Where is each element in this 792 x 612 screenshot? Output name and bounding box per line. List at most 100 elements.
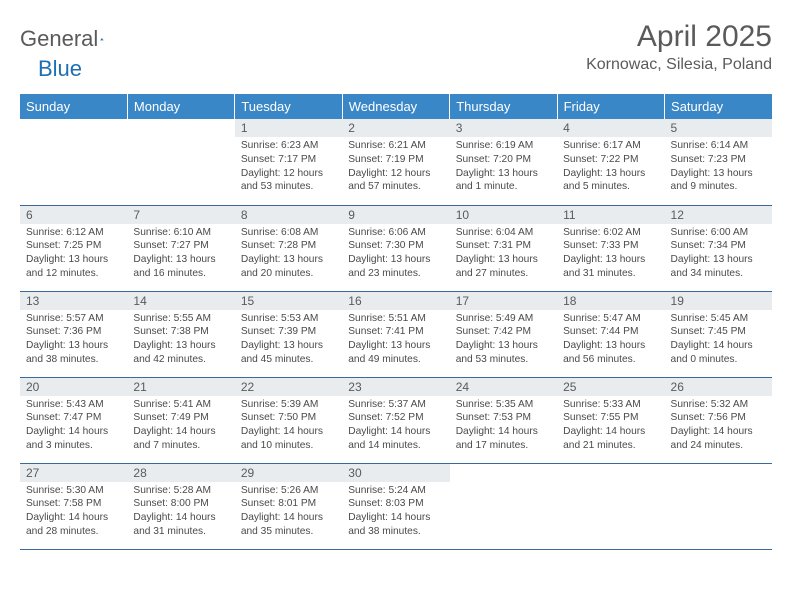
daylight-text: Daylight: 13 hours and 5 minutes.: [563, 167, 658, 195]
daylight-text: Daylight: 14 hours and 17 minutes.: [456, 425, 551, 453]
sunset-text: Sunset: 7:36 PM: [26, 325, 121, 339]
day-number: 16: [342, 292, 449, 310]
day-details: Sunrise: 5:32 AMSunset: 7:56 PMDaylight:…: [665, 396, 772, 457]
day-number: 5: [665, 119, 772, 137]
calendar-cell: 13Sunrise: 5:57 AMSunset: 7:36 PMDayligh…: [20, 291, 127, 377]
sunset-text: Sunset: 7:38 PM: [133, 325, 228, 339]
day-number: 23: [342, 378, 449, 396]
sunset-text: Sunset: 7:25 PM: [26, 239, 121, 253]
day-number: [127, 119, 234, 123]
day-details: Sunrise: 6:06 AMSunset: 7:30 PMDaylight:…: [342, 224, 449, 285]
day-number: 19: [665, 292, 772, 310]
daylight-text: Daylight: 13 hours and 42 minutes.: [133, 339, 228, 367]
day-details: Sunrise: 5:49 AMSunset: 7:42 PMDaylight:…: [450, 310, 557, 371]
calendar-row: 20Sunrise: 5:43 AMSunset: 7:47 PMDayligh…: [20, 377, 772, 463]
day-details: Sunrise: 6:10 AMSunset: 7:27 PMDaylight:…: [127, 224, 234, 285]
day-number: 26: [665, 378, 772, 396]
day-number: 15: [235, 292, 342, 310]
sunset-text: Sunset: 7:19 PM: [348, 153, 443, 167]
day-number: [557, 464, 664, 468]
sunset-text: Sunset: 7:49 PM: [133, 411, 228, 425]
day-number: 1: [235, 119, 342, 137]
day-details: Sunrise: 6:14 AMSunset: 7:23 PMDaylight:…: [665, 137, 772, 198]
day-number: 7: [127, 206, 234, 224]
day-details: Sunrise: 5:55 AMSunset: 7:38 PMDaylight:…: [127, 310, 234, 371]
day-details: Sunrise: 5:43 AMSunset: 7:47 PMDaylight:…: [20, 396, 127, 457]
day-details: Sunrise: 5:28 AMSunset: 8:00 PMDaylight:…: [127, 482, 234, 543]
day-details: Sunrise: 5:39 AMSunset: 7:50 PMDaylight:…: [235, 396, 342, 457]
calendar-cell: 21Sunrise: 5:41 AMSunset: 7:49 PMDayligh…: [127, 377, 234, 463]
daylight-text: Daylight: 14 hours and 35 minutes.: [241, 511, 336, 539]
calendar-table: Sunday Monday Tuesday Wednesday Thursday…: [20, 94, 772, 550]
day-details: Sunrise: 5:33 AMSunset: 7:55 PMDaylight:…: [557, 396, 664, 457]
sunrise-text: Sunrise: 5:26 AM: [241, 484, 336, 498]
day-number: 6: [20, 206, 127, 224]
weekday-header: Thursday: [450, 94, 557, 119]
day-details: Sunrise: 6:21 AMSunset: 7:19 PMDaylight:…: [342, 137, 449, 198]
sunrise-text: Sunrise: 6:04 AM: [456, 226, 551, 240]
calendar-cell: 7Sunrise: 6:10 AMSunset: 7:27 PMDaylight…: [127, 205, 234, 291]
calendar-cell: 25Sunrise: 5:33 AMSunset: 7:55 PMDayligh…: [557, 377, 664, 463]
sunset-text: Sunset: 7:56 PM: [671, 411, 766, 425]
daylight-text: Daylight: 13 hours and 38 minutes.: [26, 339, 121, 367]
sunrise-text: Sunrise: 5:49 AM: [456, 312, 551, 326]
calendar-cell: 28Sunrise: 5:28 AMSunset: 8:00 PMDayligh…: [127, 463, 234, 549]
daylight-text: Daylight: 13 hours and 56 minutes.: [563, 339, 658, 367]
sunset-text: Sunset: 7:41 PM: [348, 325, 443, 339]
daylight-text: Daylight: 13 hours and 31 minutes.: [563, 253, 658, 281]
calendar-cell: 30Sunrise: 5:24 AMSunset: 8:03 PMDayligh…: [342, 463, 449, 549]
sunset-text: Sunset: 8:01 PM: [241, 497, 336, 511]
sunrise-text: Sunrise: 5:57 AM: [26, 312, 121, 326]
sunset-text: Sunset: 7:42 PM: [456, 325, 551, 339]
day-number: 18: [557, 292, 664, 310]
calendar-cell: 24Sunrise: 5:35 AMSunset: 7:53 PMDayligh…: [450, 377, 557, 463]
sunset-text: Sunset: 7:30 PM: [348, 239, 443, 253]
daylight-text: Daylight: 13 hours and 23 minutes.: [348, 253, 443, 281]
weekday-header: Wednesday: [342, 94, 449, 119]
day-number: 29: [235, 464, 342, 482]
daylight-text: Daylight: 13 hours and 9 minutes.: [671, 167, 766, 195]
calendar-body: 1Sunrise: 6:23 AMSunset: 7:17 PMDaylight…: [20, 119, 772, 549]
calendar-cell: 1Sunrise: 6:23 AMSunset: 7:17 PMDaylight…: [235, 119, 342, 205]
day-number: 11: [557, 206, 664, 224]
sunrise-text: Sunrise: 6:17 AM: [563, 139, 658, 153]
calendar-cell: 29Sunrise: 5:26 AMSunset: 8:01 PMDayligh…: [235, 463, 342, 549]
calendar-cell: [665, 463, 772, 549]
day-details: Sunrise: 5:45 AMSunset: 7:45 PMDaylight:…: [665, 310, 772, 371]
sunrise-text: Sunrise: 6:23 AM: [241, 139, 336, 153]
sunrise-text: Sunrise: 5:53 AM: [241, 312, 336, 326]
month-title: April 2025: [586, 20, 772, 54]
day-details: Sunrise: 6:02 AMSunset: 7:33 PMDaylight:…: [557, 224, 664, 285]
sunset-text: Sunset: 7:44 PM: [563, 325, 658, 339]
daylight-text: Daylight: 13 hours and 20 minutes.: [241, 253, 336, 281]
day-details: Sunrise: 5:26 AMSunset: 8:01 PMDaylight:…: [235, 482, 342, 543]
calendar-cell: 12Sunrise: 6:00 AMSunset: 7:34 PMDayligh…: [665, 205, 772, 291]
daylight-text: Daylight: 14 hours and 10 minutes.: [241, 425, 336, 453]
day-number: 3: [450, 119, 557, 137]
sunrise-text: Sunrise: 5:33 AM: [563, 398, 658, 412]
sunset-text: Sunset: 7:27 PM: [133, 239, 228, 253]
day-details: Sunrise: 5:47 AMSunset: 7:44 PMDaylight:…: [557, 310, 664, 371]
logo-word-2: Blue: [38, 56, 82, 82]
sunrise-text: Sunrise: 5:30 AM: [26, 484, 121, 498]
daylight-text: Daylight: 13 hours and 12 minutes.: [26, 253, 121, 281]
calendar-row: 1Sunrise: 6:23 AMSunset: 7:17 PMDaylight…: [20, 119, 772, 205]
calendar-cell: [127, 119, 234, 205]
calendar-cell: 2Sunrise: 6:21 AMSunset: 7:19 PMDaylight…: [342, 119, 449, 205]
daylight-text: Daylight: 14 hours and 0 minutes.: [671, 339, 766, 367]
sunrise-text: Sunrise: 6:14 AM: [671, 139, 766, 153]
day-number: 14: [127, 292, 234, 310]
sunset-text: Sunset: 7:58 PM: [26, 497, 121, 511]
sunrise-text: Sunrise: 6:21 AM: [348, 139, 443, 153]
calendar-cell: 26Sunrise: 5:32 AMSunset: 7:56 PMDayligh…: [665, 377, 772, 463]
sunset-text: Sunset: 7:34 PM: [671, 239, 766, 253]
sunset-text: Sunset: 7:55 PM: [563, 411, 658, 425]
day-details: Sunrise: 5:41 AMSunset: 7:49 PMDaylight:…: [127, 396, 234, 457]
weekday-header: Tuesday: [235, 94, 342, 119]
day-number: 28: [127, 464, 234, 482]
sunrise-text: Sunrise: 5:37 AM: [348, 398, 443, 412]
calendar-cell: [557, 463, 664, 549]
sunset-text: Sunset: 7:47 PM: [26, 411, 121, 425]
sunset-text: Sunset: 7:39 PM: [241, 325, 336, 339]
calendar-cell: 17Sunrise: 5:49 AMSunset: 7:42 PMDayligh…: [450, 291, 557, 377]
